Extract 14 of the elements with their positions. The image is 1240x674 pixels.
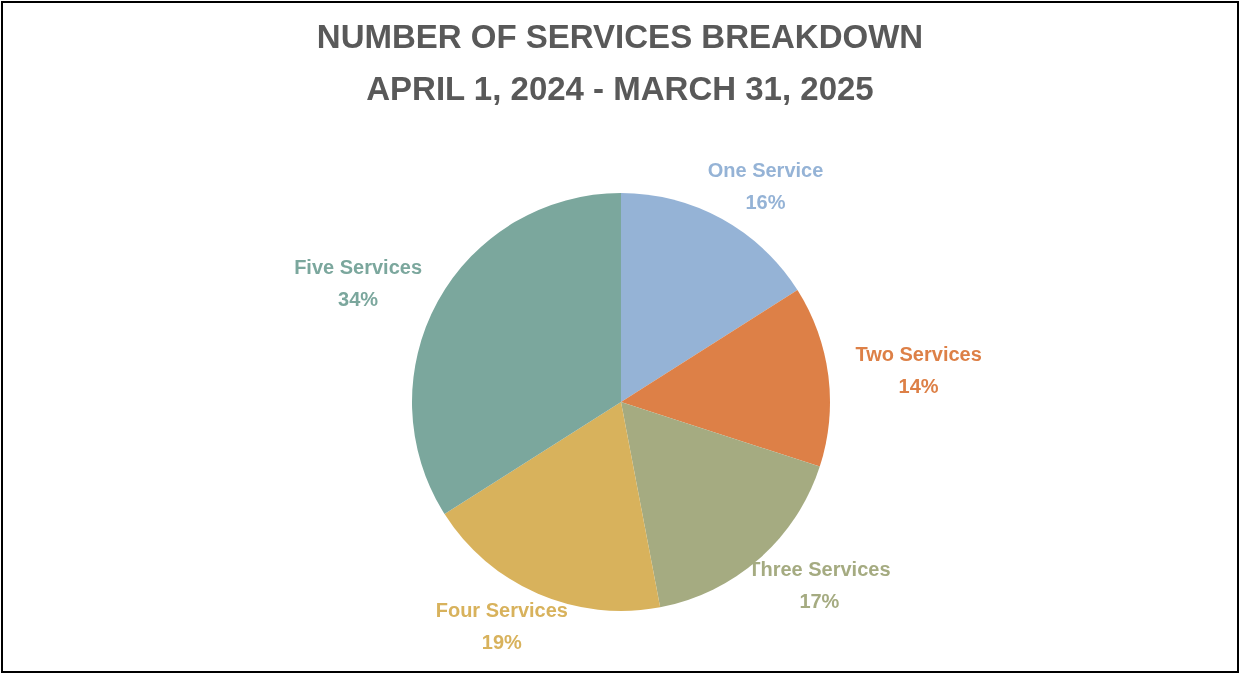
pie-slice (621, 193, 798, 402)
data-label: 34% (338, 287, 379, 310)
data-label: 16% (745, 191, 786, 214)
data-label: 14% (898, 375, 939, 398)
slice-label: Two Services (855, 343, 982, 366)
data-label: 17% (799, 589, 840, 612)
chart-title: NUMBER OF SERVICES BREAKDOWN (316, 18, 924, 55)
slice-label: One Service (707, 159, 824, 182)
pie-slice (621, 290, 830, 467)
data-label: 19% (481, 630, 523, 653)
slice-label: Four Services (435, 598, 568, 621)
chart-subtitle: APRIL 1, 2024 - MARCH 31, 2025 (366, 70, 874, 107)
slice-label: Five Services (294, 255, 423, 278)
slice-label: Three Services (748, 557, 891, 580)
